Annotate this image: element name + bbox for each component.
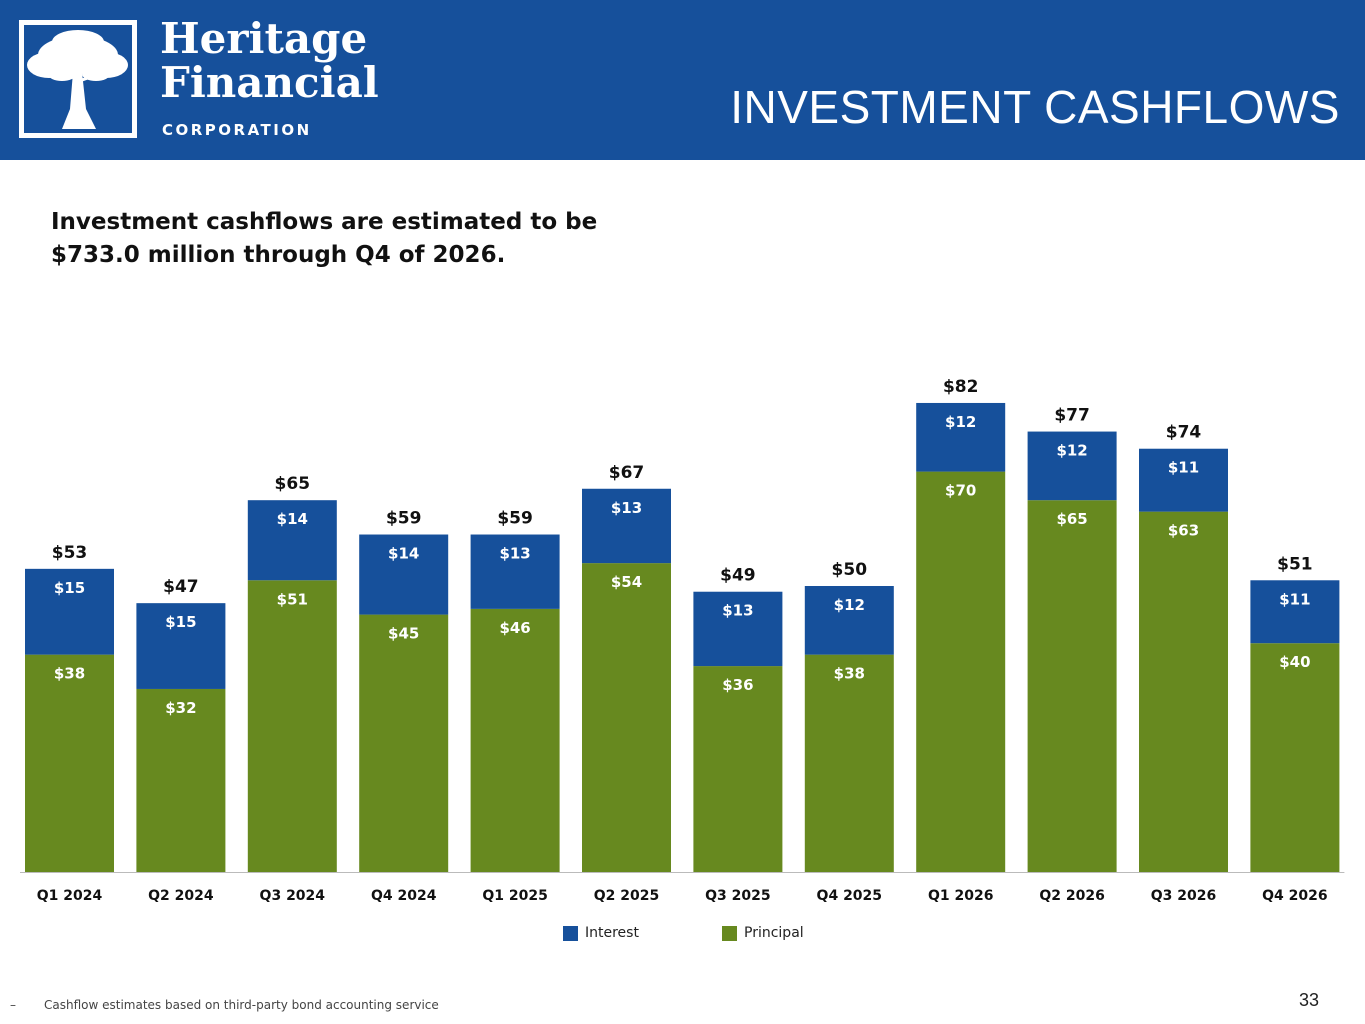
legend-label-principal: Principal: [744, 925, 804, 941]
header-banner: Heritage Financial CORPORATION INVESTMEN…: [0, 0, 1365, 160]
data-label-interest: $12: [1056, 442, 1087, 460]
legend-swatch-interest: [563, 925, 578, 941]
data-label-principal: $46: [499, 619, 530, 637]
data-label-total: $67: [609, 463, 645, 483]
x-tick-label: Q3 2025: [705, 888, 770, 904]
x-tick-label: Q4 2025: [817, 888, 882, 904]
stacked-bar-chart: $38 $15 $53 Q1 2024 $32 $15 $47 Q2 2024 $51 $14 $6…: [20, 377, 1345, 904]
data-label-total: $74: [1166, 423, 1202, 443]
bar-interest: [359, 534, 449, 615]
data-label-interest: $14: [388, 545, 419, 563]
bar-interest: [136, 603, 226, 689]
data-label-principal: $54: [611, 573, 642, 591]
data-label-total: $51: [1277, 554, 1313, 574]
bar-interest: [916, 402, 1006, 472]
bar-principal: [582, 563, 671, 872]
legend-swatch-principal: [722, 925, 737, 941]
data-label-interest: $13: [611, 499, 642, 517]
logo-name-line1: Heritage: [160, 14, 368, 63]
data-label-total: $47: [163, 577, 199, 597]
data-label-principal: $38: [54, 665, 85, 683]
bar-principal: [916, 471, 1006, 872]
legend-label-interest: Interest: [585, 925, 639, 941]
x-tick-label: Q1 2025: [482, 888, 547, 904]
data-label-interest: $12: [834, 596, 865, 614]
data-label-principal: $36: [722, 676, 753, 694]
legend-item-principal: Principal: [722, 923, 804, 943]
data-label-interest: $15: [54, 579, 85, 597]
legend-item-interest: Interest: [563, 923, 639, 943]
bar-principal: [136, 688, 226, 872]
data-label-principal: $32: [165, 699, 196, 717]
x-tick-label: Q2 2026: [1039, 888, 1104, 904]
bar-principal: [1027, 500, 1117, 872]
footnote-bullet: –: [10, 998, 16, 1012]
bar-interest: [25, 568, 114, 655]
x-tick-label: Q4 2024: [371, 888, 437, 904]
data-label-interest: $14: [277, 510, 308, 528]
data-label-total: $50: [832, 560, 868, 580]
x-tick-label: Q2 2025: [594, 888, 659, 904]
page-number: 33: [1298, 990, 1319, 1010]
x-tick-label: Q3 2024: [260, 888, 326, 904]
data-label-total: $49: [720, 566, 756, 586]
data-label-total: $59: [497, 509, 533, 529]
data-label-total: $59: [386, 509, 422, 529]
headline-text: Investment cashflows are estimated to be…: [51, 209, 598, 268]
bar-interest: [1250, 580, 1340, 644]
bar-interest: [1139, 448, 1228, 512]
x-tick-label: Q1 2026: [928, 888, 993, 904]
bar-principal: [470, 608, 560, 872]
data-label-principal: $65: [1056, 510, 1087, 528]
bar-principal: [25, 654, 114, 872]
data-label-principal: $70: [945, 482, 976, 500]
x-tick-label: Q1 2024: [37, 888, 103, 904]
data-label-principal: $45: [388, 625, 419, 643]
bar-principal: [1139, 511, 1228, 872]
bar-principal: [359, 614, 449, 872]
page-title: INVESTMENT CASHFLOWS: [730, 81, 1340, 133]
data-label-interest: $11: [1168, 459, 1199, 477]
data-label-principal: $40: [1279, 653, 1310, 671]
data-label-total: $65: [275, 474, 311, 494]
bar-interest: [582, 488, 671, 564]
data-label-principal: $51: [277, 590, 308, 608]
data-label-interest: $13: [722, 602, 753, 620]
data-label-total: $82: [943, 377, 979, 397]
x-tick-label: Q4 2026: [1262, 888, 1327, 904]
bar-interest: [804, 586, 894, 655]
bar-interest: [1027, 431, 1117, 501]
bar-principal: [693, 666, 783, 872]
logo-subtitle: CORPORATION: [162, 121, 312, 139]
footnote-text: Cashflow estimates based on third-party …: [44, 998, 439, 1012]
logo-wordmark: Heritage Financial: [160, 17, 379, 105]
data-label-total: $77: [1054, 406, 1090, 426]
x-tick-label: Q3 2026: [1151, 888, 1216, 904]
bar-principal: [1250, 643, 1340, 872]
data-label-interest: $15: [165, 613, 196, 631]
data-label-principal: $63: [1168, 522, 1199, 540]
bar-interest: [247, 500, 337, 581]
footnote: – Cashflow estimates based on third-party…: [10, 998, 439, 1012]
data-label-principal: $38: [834, 665, 865, 683]
bar-principal: [247, 580, 337, 872]
data-label-total: $53: [52, 543, 88, 563]
data-label-interest: $11: [1279, 590, 1310, 608]
logo-name-line2: Financial: [160, 58, 379, 107]
bar-interest: [693, 591, 783, 667]
data-label-interest: $13: [499, 545, 530, 563]
bar-principal: [804, 654, 894, 872]
x-tick-label: Q2 2024: [148, 888, 214, 904]
bar-interest: [470, 534, 560, 609]
data-label-interest: $12: [945, 413, 976, 431]
tree-logo-icon: [19, 20, 137, 138]
